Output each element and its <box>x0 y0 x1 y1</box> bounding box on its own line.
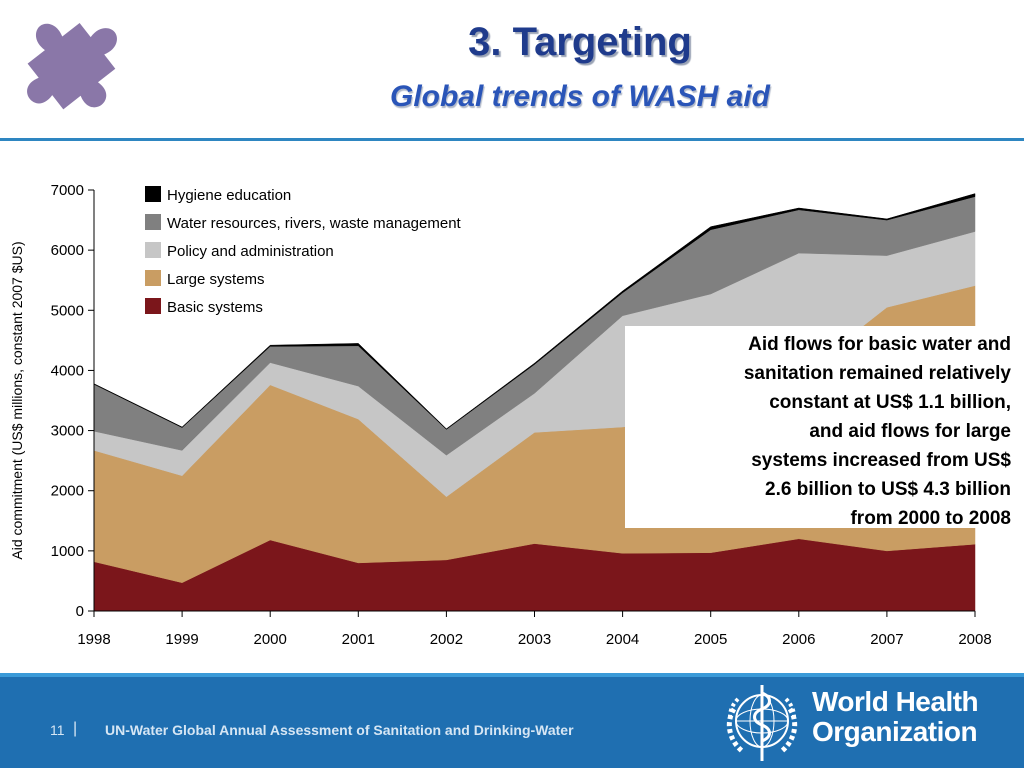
legend-swatch <box>145 242 161 258</box>
y-tick-label: 4000 <box>51 362 84 379</box>
x-tick-label: 2000 <box>254 631 287 648</box>
legend-label: Policy and administration <box>167 243 334 260</box>
footer-bar: 11 | UN-Water Global Annual Assessment o… <box>0 673 1024 768</box>
y-tick-label: 3000 <box>51 423 84 440</box>
x-tick-label: 1998 <box>77 631 110 648</box>
page-number: 11 <box>50 722 65 738</box>
callout-line: from 2000 to 2008 <box>850 508 1011 529</box>
legend-swatch <box>145 186 161 202</box>
x-tick-label: 2004 <box>606 631 639 648</box>
footer-caption: UN-Water Global Annual Assessment of San… <box>105 722 574 738</box>
x-tick-label: 2007 <box>870 631 903 648</box>
x-tick-label: 2003 <box>518 631 551 648</box>
y-tick-label: 7000 <box>51 182 84 199</box>
legend-label: Large systems <box>167 271 265 288</box>
legend-swatch <box>145 270 161 286</box>
callout-line: constant at US$ 1.1 billion, <box>769 392 1011 413</box>
callout-line: Aid flows for basic water and <box>748 334 1011 355</box>
y-axis-label: Aid commitment (US$ millions, constant 2… <box>9 241 25 559</box>
who-wordmark: World Health Organization <box>812 686 979 747</box>
org-name-line-1: World Health <box>812 686 979 717</box>
puzzle-piece-icon <box>27 22 117 110</box>
y-tick-label: 6000 <box>51 242 84 259</box>
annotation-callout: Aid flows for basic water and sanitation… <box>625 326 1015 529</box>
legend-swatch <box>145 298 161 314</box>
page-subtitle: Global trends of WASH aid <box>389 80 771 113</box>
legend-label: Hygiene education <box>167 187 291 204</box>
y-tick-label: 1000 <box>51 543 84 560</box>
y-tick-labels: 0 1000 2000 3000 4000 5000 6000 7000 <box>51 182 84 620</box>
x-tick-label: 2001 <box>342 631 375 648</box>
callout-line: sanitation remained relatively <box>743 363 1011 384</box>
x-tick-label: 2005 <box>694 631 727 648</box>
x-tick-labels: 1998 1999 2000 2001 2002 2003 2004 2005 2006 2007… <box>77 631 991 648</box>
x-tick-label: 2008 <box>958 631 991 648</box>
callout-line: and aid flows for large <box>809 421 1011 442</box>
y-tick-label: 5000 <box>51 302 84 319</box>
axes-layer <box>88 189 976 617</box>
y-tick-label: 0 <box>76 603 84 620</box>
title-divider <box>0 138 1024 141</box>
y-tick-label: 2000 <box>51 483 84 500</box>
series-area-hygiene-education <box>93 193 976 430</box>
page-title: 3. Targeting <box>468 20 692 64</box>
legend-label: Basic systems <box>167 299 263 316</box>
legend-swatch <box>145 214 161 230</box>
x-tick-label: 2006 <box>782 631 815 648</box>
legend-label: Water resources, rivers, waste managemen… <box>167 215 462 232</box>
callout-line: 2.6 billion to US$ 4.3 billion <box>765 479 1011 500</box>
page-separator: | <box>73 720 78 737</box>
chart-legend: Hygiene education Water resources, rivers… <box>145 186 462 316</box>
x-tick-label: 1999 <box>165 631 198 648</box>
who-emblem-icon <box>726 685 798 761</box>
x-tick-label: 2002 <box>430 631 463 648</box>
footer-accent-band <box>0 673 1024 677</box>
callout-line: systems increased from US$ <box>751 450 1011 471</box>
org-name-line-2: Organization <box>812 716 978 747</box>
